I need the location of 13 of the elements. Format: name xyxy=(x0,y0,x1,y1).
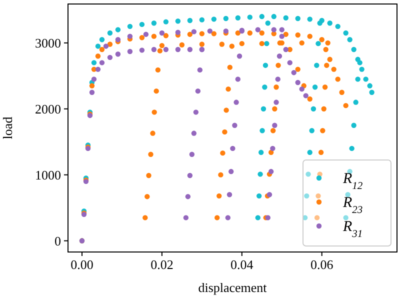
x-tick-label: 0.02 xyxy=(150,257,174,272)
y-tick-label: 1000 xyxy=(35,167,61,182)
x-tick-label: 0.06 xyxy=(310,257,334,272)
legend-label: R$_{23}$ xyxy=(342,195,363,216)
y-tick-label: 0 xyxy=(54,233,61,248)
legend-label: R$_{12}$ xyxy=(342,171,364,192)
y-tick-label: 3000 xyxy=(35,35,61,50)
y-axis-title: load xyxy=(0,116,15,140)
x-tick-label: 0.00 xyxy=(70,257,94,272)
x-tick-label: 0.04 xyxy=(230,257,254,272)
y-tick-label: 2000 xyxy=(35,101,61,116)
x-axis-title: displacement xyxy=(198,280,268,295)
legend-label: R$_{31}$ xyxy=(342,219,363,240)
